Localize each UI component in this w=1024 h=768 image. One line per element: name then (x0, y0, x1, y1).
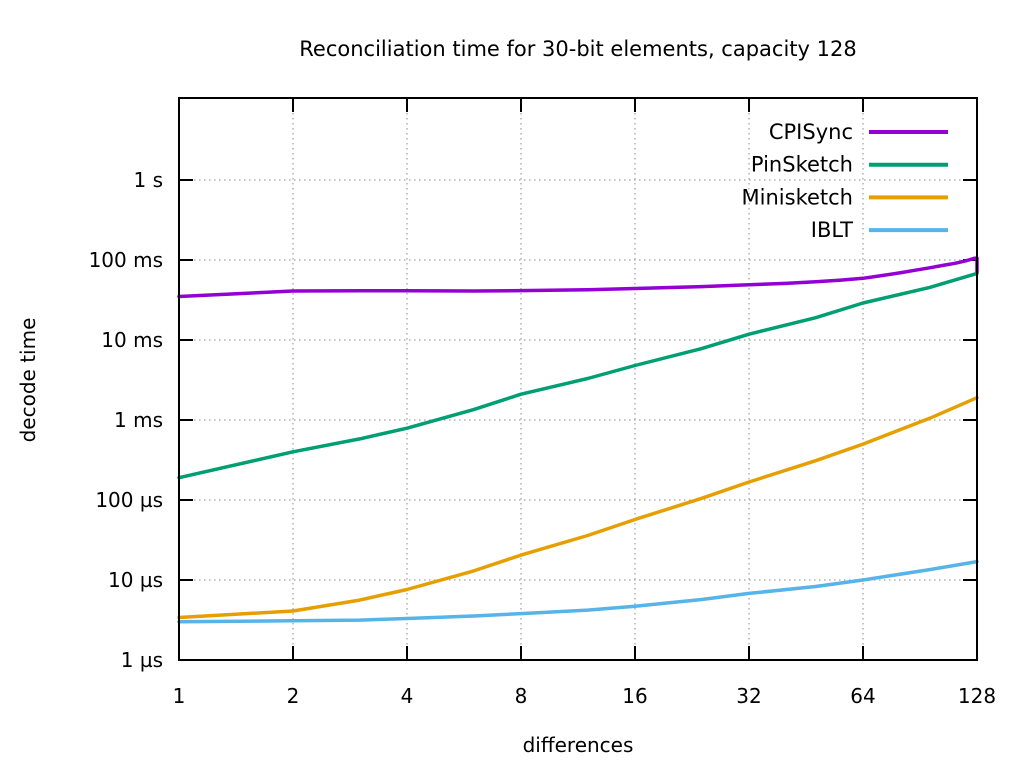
x-tick-label-64: 64 (850, 684, 875, 708)
x-tick-label-16: 16 (622, 684, 647, 708)
legend-label-minisketch: Minisketch (742, 185, 853, 209)
y-axis-label: decode time (16, 318, 40, 443)
series-line-pinsketch (177, 271, 979, 480)
legend-label-iblt: IBLT (811, 218, 853, 242)
y-tick-label-1-ms: 1 ms (114, 408, 163, 432)
plot-border (178, 97, 978, 661)
legend-entry-minisketch: Minisketch (742, 185, 948, 209)
y-tick-label-100-s: 100 µs (95, 488, 163, 512)
series-line-iblt (177, 559, 979, 624)
legend-entry-pinsketch: PinSketch (751, 153, 948, 177)
series-lines (177, 256, 979, 624)
legend-label-cpisync: CPISync (769, 120, 853, 144)
x-axis-label: differences (523, 733, 634, 757)
series-line-cpisync (177, 256, 979, 299)
series-line-minisketch (177, 395, 979, 620)
y-tick-labels: 1 s 100 ms 10 ms 1 ms 100 µs 10 µs 1 µs (89, 168, 163, 672)
chart-title: Reconciliation time for 30-bit elements,… (299, 37, 856, 61)
x-tick-label-2: 2 (287, 684, 300, 708)
x-tick-label-128: 128 (958, 684, 996, 708)
x-tick-label-4: 4 (401, 684, 414, 708)
y-tick-label-10-ms: 10 ms (101, 328, 163, 352)
y-tick-label-1-s: 1 s (133, 168, 163, 192)
y-tick-label-10-s: 10 µs (108, 568, 163, 592)
legend-entry-iblt: IBLT (811, 218, 948, 242)
legend-label-pinsketch: PinSketch (751, 153, 853, 177)
legend: CPISync PinSketch Minisketch IBLT (742, 120, 948, 242)
gridlines (179, 98, 977, 660)
legend-entry-cpisync: CPISync (769, 120, 948, 144)
x-tick-label-8: 8 (515, 684, 528, 708)
x-tick-label-1: 1 (173, 684, 186, 708)
x-tick-labels: 1 2 4 8 16 32 64 128 (173, 684, 996, 708)
x-tick-label-32: 32 (736, 684, 761, 708)
y-tick-label-1-s: 1 µs (121, 648, 163, 672)
y-tick-label-100-ms: 100 ms (89, 248, 163, 272)
